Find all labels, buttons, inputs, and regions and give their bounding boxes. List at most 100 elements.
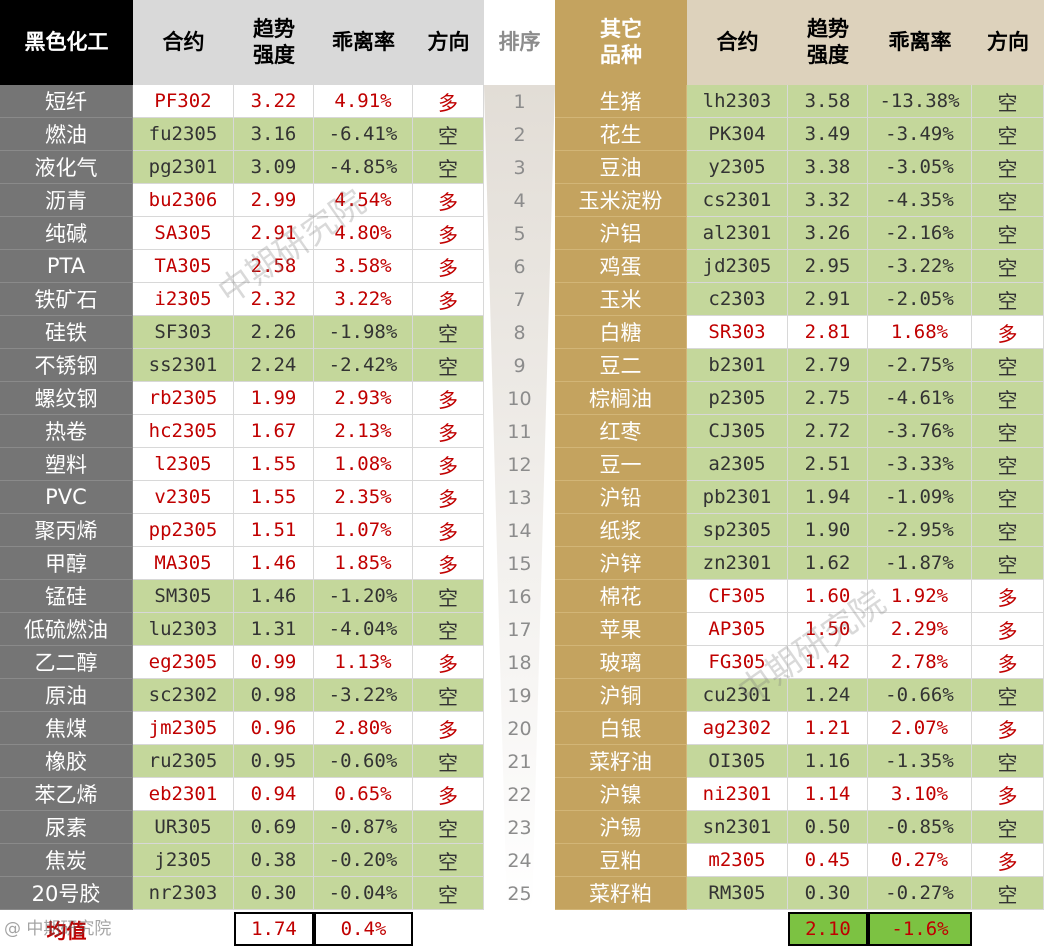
right-deviation-rate: -2.75% <box>868 349 972 382</box>
table-row: 焦煤 jm2305 0.96 2.80% 多 20 白银 ag2302 1.21 2.07% 多 <box>0 712 1044 745</box>
left-contract: UR305 <box>133 811 234 844</box>
table-row: PVC v2305 1.55 2.35% 多 13 沪铅 pb2301 1.94 -1.09% 空 <box>0 481 1044 514</box>
rank-number: 7 <box>513 288 526 311</box>
left-direction: 多 <box>413 778 484 811</box>
header-contract-right: 合约 <box>687 0 788 85</box>
rank-number: 12 <box>507 453 532 476</box>
left-direction: 多 <box>413 382 484 415</box>
header-strength-right: 趋势 强度 <box>788 0 868 85</box>
average-row: 均值 1.74 0.4% 2.10 -1.6% <box>0 912 1044 946</box>
left-trend-strength: 2.91 <box>234 217 314 250</box>
header-contract-left: 合约 <box>133 0 234 85</box>
right-direction: 空 <box>972 547 1044 580</box>
right-contract: FG305 <box>687 646 788 679</box>
table-row: 纯碱 SA305 2.91 4.80% 多 5 沪铝 al2301 3.26 -2.16% 空 <box>0 217 1044 250</box>
left-contract: jm2305 <box>133 712 234 745</box>
rank-number: 10 <box>507 387 532 410</box>
right-trend-strength: 0.30 <box>788 877 868 910</box>
left-trend-strength: 0.99 <box>234 646 314 679</box>
right-contract: c2303 <box>687 283 788 316</box>
left-deviation-rate: 1.13% <box>314 646 413 679</box>
left-commodity-name: 焦煤 <box>0 712 133 745</box>
right-direction: 多 <box>972 844 1044 877</box>
right-trend-strength: 1.94 <box>788 481 868 514</box>
right-contract: lh2303 <box>687 85 788 118</box>
right-deviation-rate: -4.61% <box>868 382 972 415</box>
right-contract: ni2301 <box>687 778 788 811</box>
left-deviation-rate: 1.85% <box>314 547 413 580</box>
right-deviation-rate: -2.16% <box>868 217 972 250</box>
left-trend-strength: 0.30 <box>234 877 314 910</box>
left-deviation-rate: -4.85% <box>314 151 413 184</box>
left-commodity-name: 乙二醇 <box>0 646 133 679</box>
rank-number: 3 <box>513 156 526 179</box>
right-commodity-name: 玻璃 <box>555 646 687 679</box>
table-row: 原油 sc2302 0.98 -3.22% 空 19 沪铜 cu2301 1.24 -0.66% 空 <box>0 679 1044 712</box>
right-trend-strength: 1.60 <box>788 580 868 613</box>
right-contract: sn2301 <box>687 811 788 844</box>
right-direction: 空 <box>972 481 1044 514</box>
right-commodity-name: 纸浆 <box>555 514 687 547</box>
right-contract: CJ305 <box>687 415 788 448</box>
left-trend-strength: 2.32 <box>234 283 314 316</box>
left-commodity-name: 液化气 <box>0 151 133 184</box>
right-direction: 空 <box>972 184 1044 217</box>
left-contract: hc2305 <box>133 415 234 448</box>
left-deviation-rate: 4.54% <box>314 184 413 217</box>
right-commodity-name: 沪铅 <box>555 481 687 514</box>
table-row: 短纤 PF302 3.22 4.91% 多 1 生猪 lh2303 3.58 -13.38% 空 <box>0 85 1044 118</box>
header-left-category: 黑色化工 <box>0 0 133 85</box>
right-commodity-name: 玉米 <box>555 283 687 316</box>
right-direction: 空 <box>972 217 1044 250</box>
right-trend-strength: 3.32 <box>788 184 868 217</box>
left-deviation-rate: 2.80% <box>314 712 413 745</box>
right-direction: 空 <box>972 118 1044 151</box>
table-row: 锰硅 SM305 1.46 -1.20% 空 16 棉花 CF305 1.60 1.92% 多 <box>0 580 1044 613</box>
left-direction: 多 <box>413 283 484 316</box>
right-direction: 空 <box>972 745 1044 778</box>
right-deviation-rate: 2.78% <box>868 646 972 679</box>
right-commodity-name: 沪铜 <box>555 679 687 712</box>
left-direction: 空 <box>413 844 484 877</box>
left-trend-strength: 1.31 <box>234 613 314 646</box>
left-commodity-name: 原油 <box>0 679 133 712</box>
right-commodity-name: 菜籽油 <box>555 745 687 778</box>
left-deviation-rate: 2.35% <box>314 481 413 514</box>
table-row: 尿素 UR305 0.69 -0.87% 空 23 沪锡 sn2301 0.50 -0.85% 空 <box>0 811 1044 844</box>
right-commodity-name: 豆二 <box>555 349 687 382</box>
left-deviation-rate: 3.58% <box>314 250 413 283</box>
left-contract: ss2301 <box>133 349 234 382</box>
left-contract: nr2303 <box>133 877 234 910</box>
left-trend-strength: 0.98 <box>234 679 314 712</box>
left-contract: lu2303 <box>133 613 234 646</box>
right-commodity-name: 沪锌 <box>555 547 687 580</box>
left-trend-strength: 1.55 <box>234 448 314 481</box>
left-direction: 多 <box>413 646 484 679</box>
right-trend-strength: 3.26 <box>788 217 868 250</box>
rank-number: 6 <box>513 255 526 278</box>
right-contract: RM305 <box>687 877 788 910</box>
left-deviation-rate: -6.41% <box>314 118 413 151</box>
right-contract: PK304 <box>687 118 788 151</box>
right-contract: al2301 <box>687 217 788 250</box>
rank-number: 2 <box>513 123 526 146</box>
right-deviation-rate: -2.95% <box>868 514 972 547</box>
left-direction: 多 <box>413 217 484 250</box>
left-contract: TA305 <box>133 250 234 283</box>
rank-number: 13 <box>507 486 532 509</box>
right-trend-strength: 2.95 <box>788 250 868 283</box>
rank-number: 23 <box>507 816 532 839</box>
right-trend-strength: 2.75 <box>788 382 868 415</box>
left-direction: 多 <box>413 514 484 547</box>
left-commodity-name: 锰硅 <box>0 580 133 613</box>
left-direction: 多 <box>413 415 484 448</box>
left-commodity-name: 橡胶 <box>0 745 133 778</box>
right-direction: 空 <box>972 811 1044 844</box>
right-direction: 多 <box>972 712 1044 745</box>
left-trend-strength: 2.26 <box>234 316 314 349</box>
right-direction: 空 <box>972 514 1044 547</box>
right-deviation-rate: 1.92% <box>868 580 972 613</box>
left-direction: 多 <box>413 448 484 481</box>
right-trend-strength: 1.50 <box>788 613 868 646</box>
left-deviation-rate: 1.08% <box>314 448 413 481</box>
